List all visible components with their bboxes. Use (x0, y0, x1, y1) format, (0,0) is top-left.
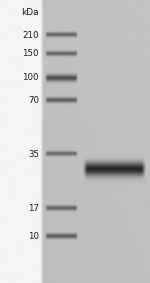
Text: 17: 17 (28, 203, 39, 213)
Text: 210: 210 (22, 31, 39, 40)
Text: 70: 70 (28, 96, 39, 105)
Text: 150: 150 (22, 49, 39, 58)
Text: kDa: kDa (21, 8, 39, 17)
Text: 100: 100 (22, 73, 39, 82)
Text: 35: 35 (28, 150, 39, 159)
Text: 10: 10 (28, 232, 39, 241)
